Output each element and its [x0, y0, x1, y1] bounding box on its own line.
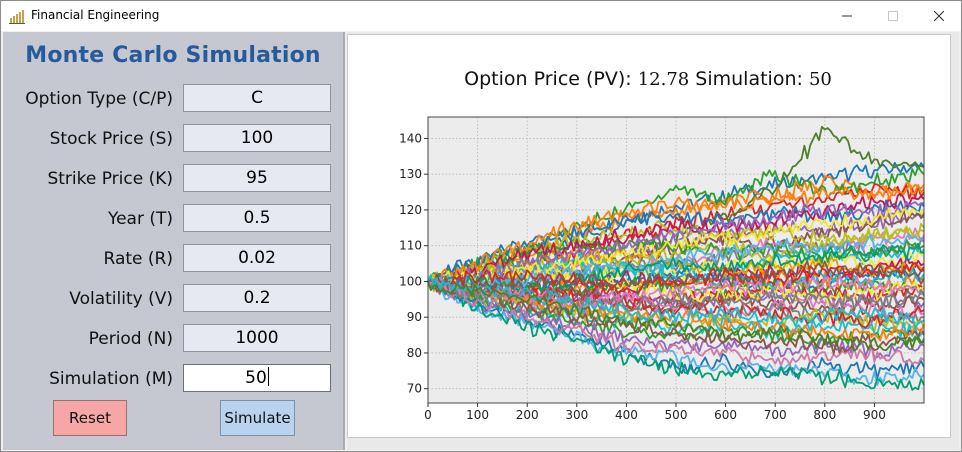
simulation-path-30 — [427, 279, 925, 355]
x-tick-label: 500 — [665, 408, 688, 422]
period-label: Period (N) — [88, 329, 173, 349]
minimize-button[interactable] — [824, 1, 870, 31]
y-tick-label: 130 — [399, 167, 422, 181]
simulation-path-41 — [427, 200, 925, 285]
option-price-value: 12.78 — [638, 69, 690, 90]
close-icon — [934, 11, 944, 21]
simulation-path-40 — [427, 183, 925, 288]
x-tick-label: 300 — [565, 408, 588, 422]
chart-panel: Option Price (PV): 12.78 Simulation: 50 … — [347, 32, 959, 450]
simulation-path-44 — [427, 242, 925, 298]
x-tick-label: 100 — [466, 408, 489, 422]
simulation-label: Simulation (M) — [49, 369, 173, 389]
y-tick-label: 120 — [399, 203, 422, 217]
chart-title: Option Price (PV): 12.78 Simulation: 50 — [464, 68, 832, 90]
x-tick-label: 900 — [863, 408, 886, 422]
volatility-label: Volatility (V) — [69, 289, 173, 309]
stock-price-label: Stock Price (S) — [49, 129, 173, 149]
close-button[interactable] — [916, 1, 962, 31]
y-tick-label: 80 — [407, 346, 422, 360]
stock-price-input[interactable]: 100 — [183, 124, 331, 152]
y-tick-label: 140 — [399, 131, 422, 145]
x-tick-label: 200 — [516, 408, 539, 422]
strike-price-label: Strike Price (K) — [47, 169, 173, 189]
simulation-path-48 — [427, 276, 925, 312]
simulation-path-50 — [427, 281, 925, 352]
simulate-button[interactable]: Simulate — [220, 400, 295, 436]
bar-chart-icon — [9, 10, 25, 24]
simulation-value: 50 — [245, 368, 267, 388]
text-caret — [267, 367, 269, 386]
rate-input[interactable]: 0.02 — [183, 244, 331, 272]
volatility-input[interactable]: 0.2 — [183, 284, 331, 312]
period-input[interactable]: 1000 — [183, 324, 331, 352]
simulation-path-37 — [427, 220, 925, 285]
option-type-input[interactable]: C — [183, 84, 331, 112]
x-tick-label: 800 — [813, 408, 836, 422]
y-tick-label: 100 — [399, 274, 422, 288]
reset-button[interactable]: Reset — [53, 400, 127, 436]
chart-title-prefix: Option Price (PV): — [464, 68, 638, 90]
x-tick-label: 0 — [424, 408, 432, 422]
simulation-path-47 — [427, 274, 925, 312]
x-tick-label: 600 — [714, 408, 737, 422]
maximize-icon — [888, 11, 898, 21]
option-type-label: Option Type (C/P) — [25, 89, 173, 109]
year-label: Year (T) — [107, 209, 173, 229]
simulation-path-29 — [427, 273, 925, 367]
x-tick-label: 700 — [764, 408, 787, 422]
parameters-panel: Monte Carlo Simulation Option Type (C/P)… — [3, 32, 345, 450]
y-tick-label: 110 — [399, 239, 422, 253]
simulation-chart: Option Price (PV): 12.78 Simulation: 50 … — [399, 68, 925, 422]
y-tick-label: 90 — [407, 310, 422, 324]
title-bar[interactable]: Financial Engineering — [1, 1, 961, 31]
simulation-input[interactable]: 50 — [183, 364, 331, 392]
simulation-path-39 — [427, 191, 925, 284]
maximize-button[interactable] — [870, 1, 916, 31]
plot-area: 0 100 200 300 400 500 600 700 800 900 70 80 90 100 110… — [399, 116, 925, 422]
rate-label: Rate (R) — [103, 249, 173, 269]
chart-title-mid: Simulation: — [689, 68, 809, 90]
y-tick-label: 70 — [407, 382, 422, 396]
plot-frame: Option Price (PV): 12.78 Simulation: 50 … — [347, 34, 951, 438]
simulation-path-46 — [427, 260, 925, 295]
strike-price-input[interactable]: 95 — [183, 164, 331, 192]
simulation-path-49 — [427, 274, 925, 329]
simulation-count-value: 50 — [809, 69, 832, 90]
panel-title: Monte Carlo Simulation — [25, 43, 321, 68]
simulation-path-43 — [427, 233, 925, 293]
year-input[interactable]: 0.5 — [183, 204, 331, 232]
minimize-icon — [842, 15, 852, 17]
window-title: Financial Engineering — [31, 8, 160, 22]
x-tick-label: 400 — [615, 408, 638, 422]
